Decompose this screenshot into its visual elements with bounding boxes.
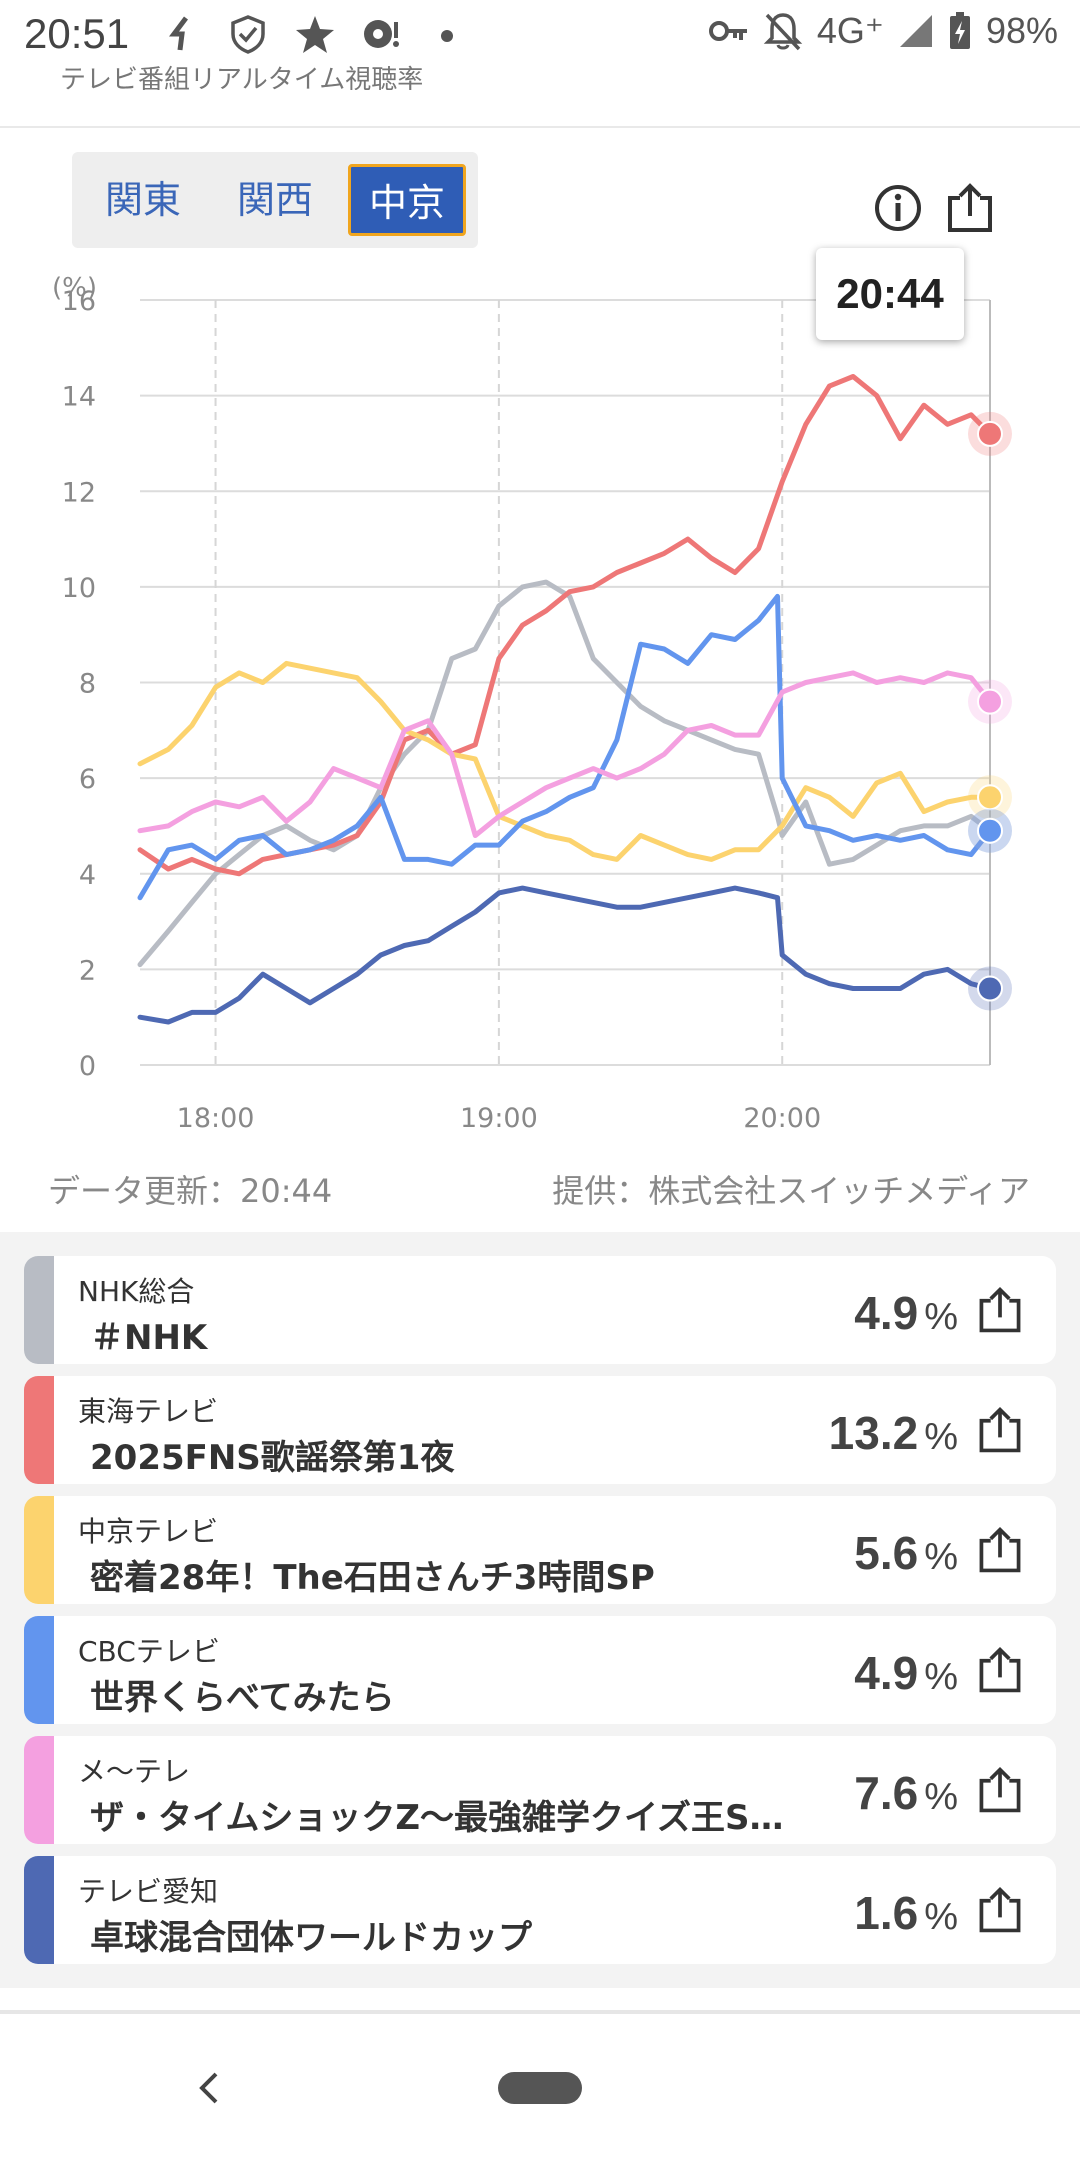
channel-card-tvaichi[interactable]: テレビ愛知 卓球混合団体ワールドカップ 1.6% xyxy=(24,1856,1056,1964)
y-tick-label: 0 xyxy=(79,1051,96,1082)
station-name: CBCテレビ xyxy=(78,1635,220,1668)
y-tick-label: 14 xyxy=(62,382,96,413)
channel-color-bar xyxy=(24,1496,54,1604)
rating-value: 1.6% xyxy=(854,1887,958,1939)
series-line xyxy=(137,885,993,1025)
region-tabs: 関東 関西 中京 xyxy=(72,152,478,248)
signal-icon-small xyxy=(169,16,188,51)
share-icon[interactable] xyxy=(974,1404,1026,1456)
data-updated: データ更新：20:44 xyxy=(48,1172,333,1210)
header-divider xyxy=(0,126,1080,128)
x-tick-label: 19:00 xyxy=(460,1103,538,1134)
share-icon[interactable] xyxy=(974,1884,1026,1936)
cell-signal-icon xyxy=(899,15,932,47)
y-tick-label: 6 xyxy=(79,764,96,795)
header-title: テレビ番組リアルタイム視聴率 xyxy=(60,65,424,90)
y-tick-label: 12 xyxy=(62,477,96,508)
y-tick-label: 16 xyxy=(62,286,96,317)
status-time: 20:51 xyxy=(24,10,130,57)
program-title: 卓球混合団体ワールドカップ xyxy=(90,1918,532,1958)
y-tick-label: 10 xyxy=(62,573,96,604)
bell-off-icon xyxy=(763,13,803,51)
battery-level: 98% xyxy=(985,10,1058,51)
channel-card-cbc[interactable]: CBCテレビ 世界くらべてみたら 4.9% xyxy=(24,1616,1056,1724)
key-icon xyxy=(708,21,747,41)
series-endpoint xyxy=(977,420,1003,447)
share-icon[interactable] xyxy=(974,1644,1026,1696)
info-icon[interactable] xyxy=(870,180,926,236)
rating-line-chart: (%) 0 2 4 6 8 10 12 14 16 18:00 19:00 20:00 xyxy=(52,273,1012,1134)
rating-value: 7.6% xyxy=(854,1767,958,1819)
tab-kanto[interactable]: 関東 xyxy=(104,178,181,222)
program-title: 密着28年！The石田さんチ3時間SP xyxy=(90,1558,655,1598)
station-name: テレビ愛知 xyxy=(78,1875,219,1908)
share-icon[interactable] xyxy=(974,1524,1026,1576)
channel-list: NHK総合 ＃NHK 4.9% 東海テレビ 2025FNS歌謡祭第1夜 13.2… xyxy=(0,1232,1080,1988)
rating-value: 4.9% xyxy=(854,1647,958,1699)
channel-card-metele[interactable]: メ～テレ ザ・タイムショックZ～最強雑学クイズ王S… 7.6% xyxy=(24,1736,1056,1844)
program-title: 2025FNS歌謡祭第1夜 xyxy=(90,1438,455,1478)
series-endpoint xyxy=(977,975,1003,1002)
series-line xyxy=(137,660,993,862)
channel-color-bar xyxy=(24,1616,54,1724)
station-name: 東海テレビ xyxy=(78,1395,219,1428)
share-icon[interactable] xyxy=(974,1764,1026,1816)
channel-color-bar xyxy=(24,1256,54,1364)
battery-charging-icon xyxy=(949,12,970,49)
station-name: NHK総合 xyxy=(78,1275,195,1308)
station-name: 中京テレビ xyxy=(78,1515,219,1548)
y-axis-unit: (%) xyxy=(52,273,97,303)
program-title: ＃NHK xyxy=(90,1318,208,1358)
channel-card-tokai[interactable]: 東海テレビ 2025FNS歌謡祭第1夜 13.2% xyxy=(24,1376,1056,1484)
status-bar: 20:51 4G⁺ 98% xyxy=(0,0,1080,70)
series-line xyxy=(137,593,993,901)
program-title: 世界くらべてみたら xyxy=(90,1678,395,1718)
home-pill-icon[interactable] xyxy=(498,2072,582,2104)
share-icon[interactable] xyxy=(974,1284,1026,1336)
channel-card-nhk[interactable]: NHK総合 ＃NHK 4.9% xyxy=(24,1256,1056,1364)
station-name: メ～テレ xyxy=(78,1755,191,1788)
channel-card-chukyo[interactable]: 中京テレビ 密着28年！The石田さんチ3時間SP 5.6% xyxy=(24,1496,1056,1604)
x-tick-label: 20:00 xyxy=(743,1103,821,1134)
rating-value: 4.9% xyxy=(854,1287,958,1339)
x-tick-label: 18:00 xyxy=(177,1103,255,1134)
star-icon xyxy=(296,16,334,53)
rating-value: 13.2% xyxy=(828,1407,958,1459)
chart-time-tooltip: 20:44 xyxy=(816,248,964,340)
series-endpoint xyxy=(977,784,1003,811)
channel-color-bar xyxy=(24,1856,54,1964)
rating-value: 5.6% xyxy=(854,1527,958,1579)
y-tick-label: 4 xyxy=(79,860,96,891)
series-line xyxy=(137,670,993,838)
nav-divider xyxy=(0,2010,1080,2014)
program-title: ザ・タイムショックZ～最強雑学クイズ王S… xyxy=(90,1798,784,1838)
channel-color-bar xyxy=(24,1736,54,1844)
series-endpoint xyxy=(977,688,1003,715)
dot-icon xyxy=(441,30,453,42)
channel-color-bar xyxy=(24,1376,54,1484)
network-type: 4G⁺ xyxy=(816,10,884,51)
sync-icon xyxy=(364,20,399,48)
series-endpoint xyxy=(977,817,1003,844)
shield-check-icon xyxy=(231,15,265,54)
tab-kansai[interactable]: 関西 xyxy=(236,178,313,222)
share-icon[interactable] xyxy=(942,180,998,236)
tab-chukyo[interactable]: 中京 xyxy=(348,164,466,236)
back-chevron-icon[interactable] xyxy=(190,2068,230,2108)
data-provider: 提供：株式会社スイッチメディア xyxy=(552,1172,1030,1210)
y-tick-label: 2 xyxy=(79,955,96,986)
y-tick-label: 8 xyxy=(79,669,96,700)
series-line xyxy=(137,579,993,968)
